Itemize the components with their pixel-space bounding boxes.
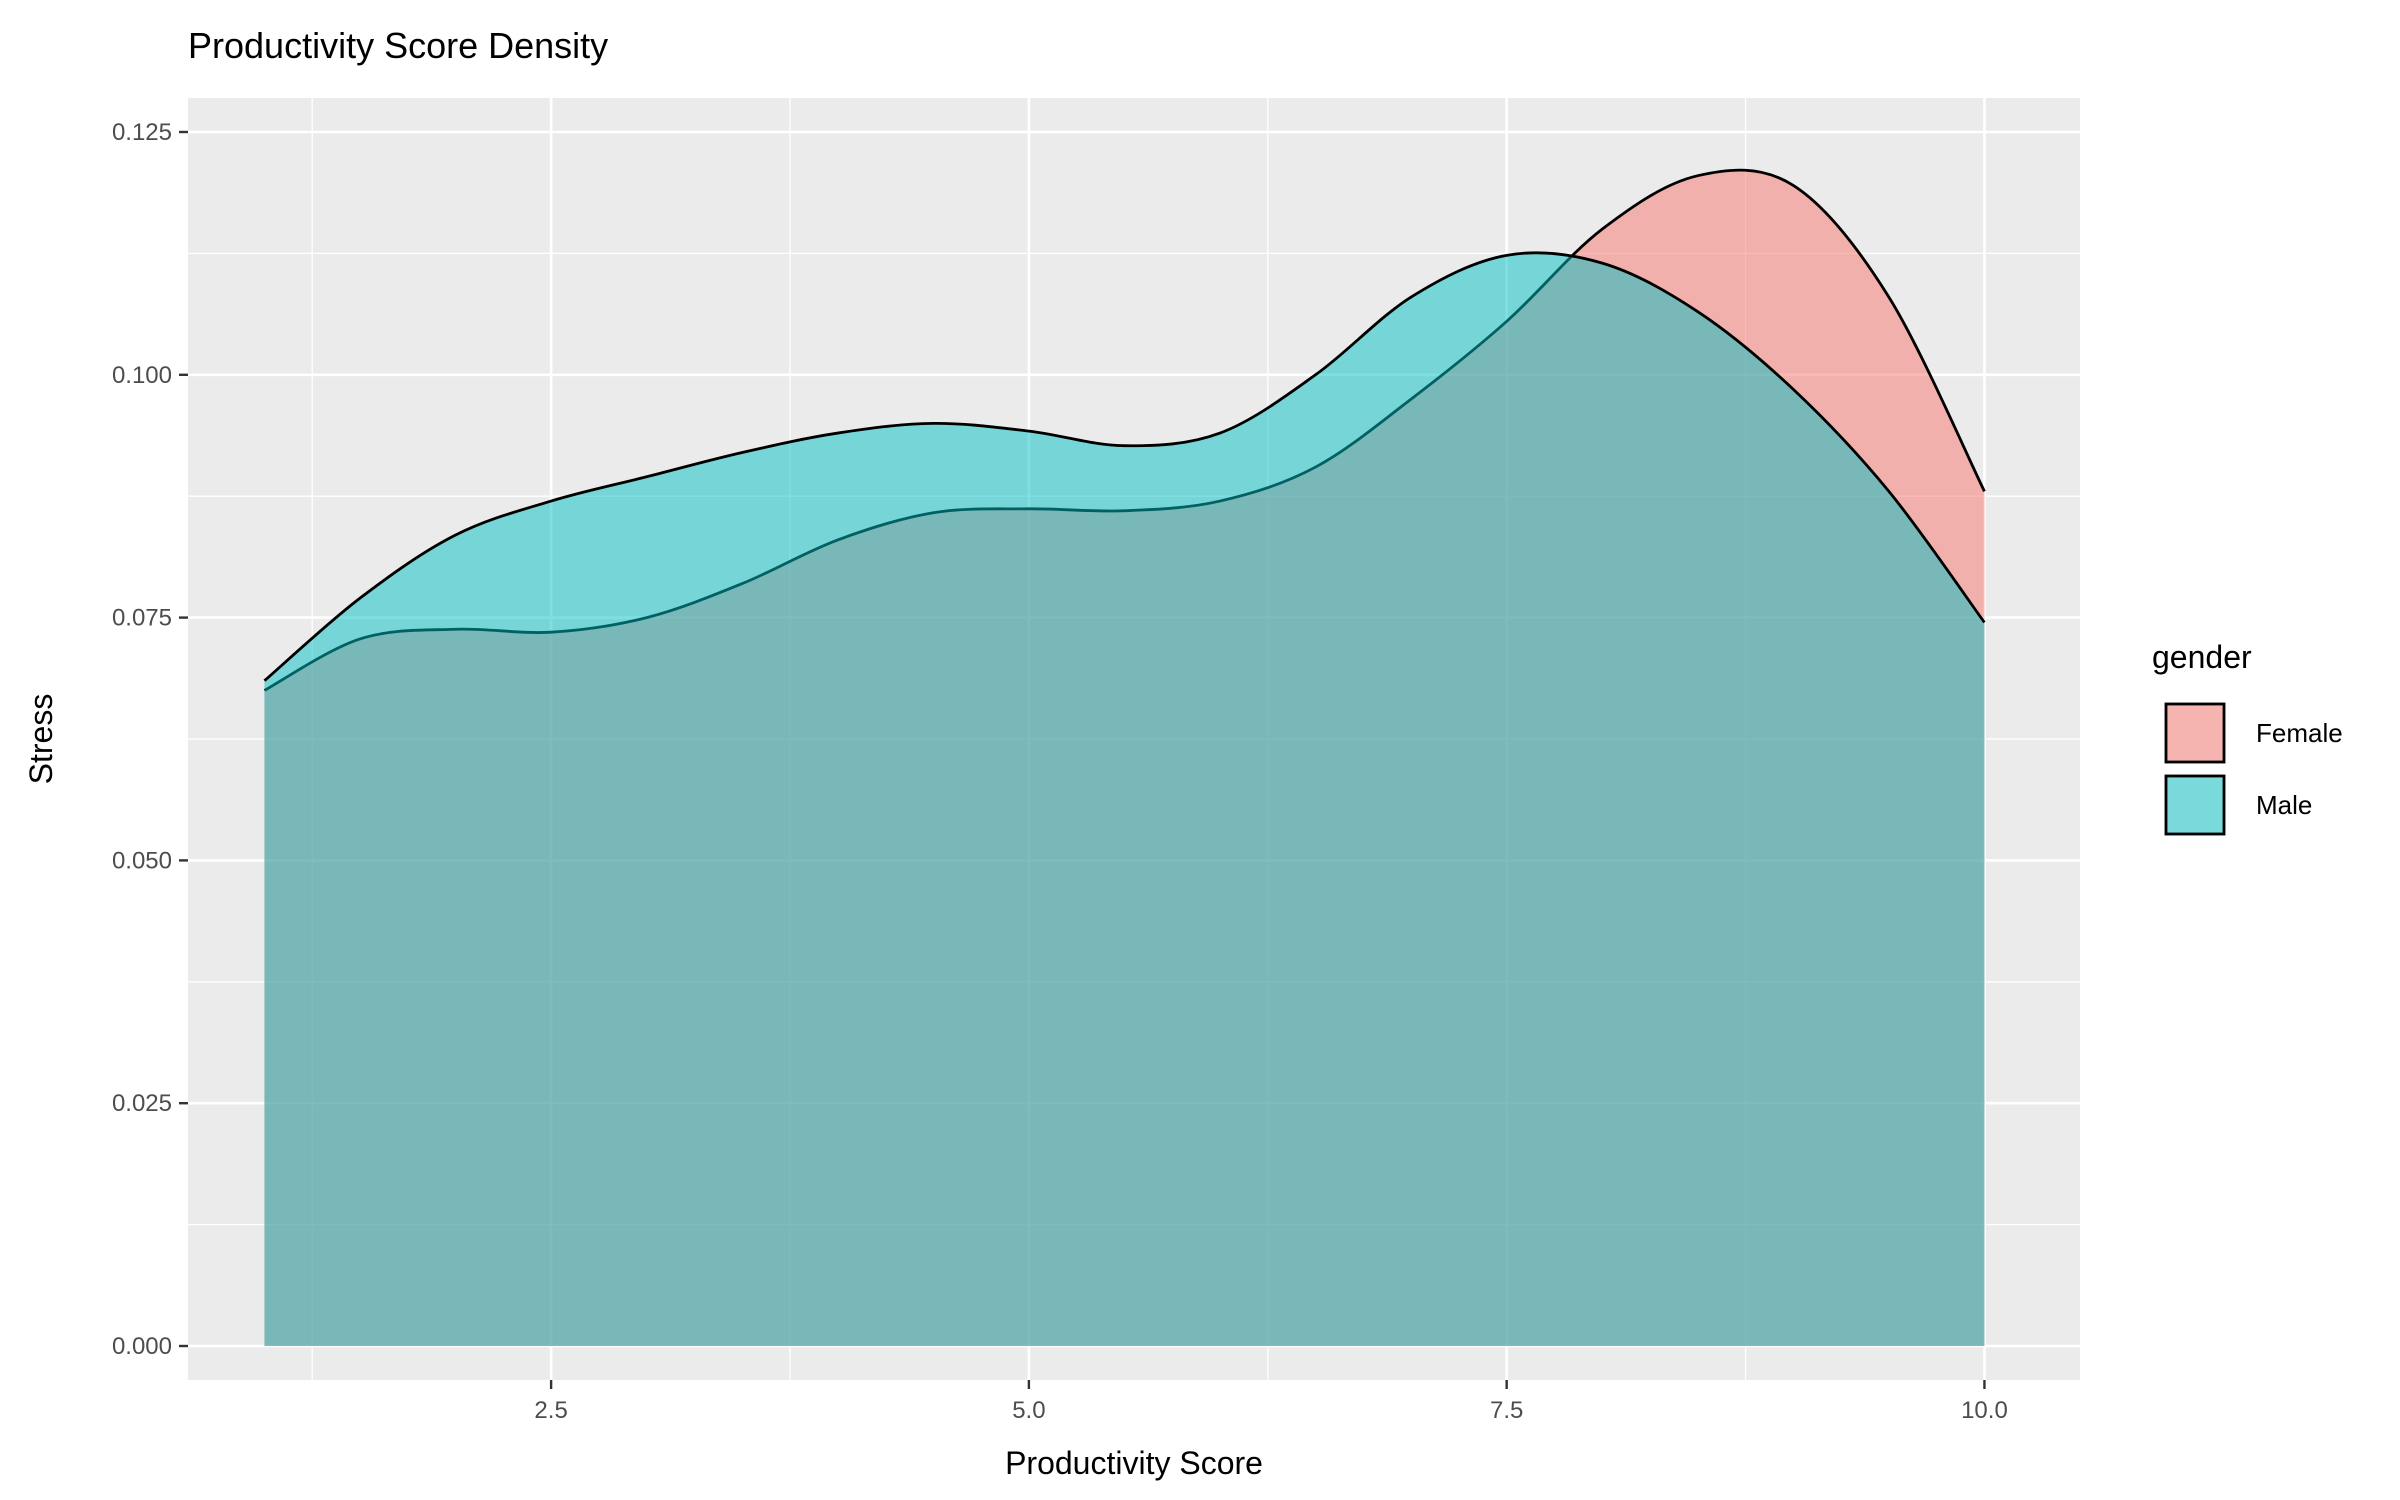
legend-swatch-male <box>2164 774 2226 836</box>
x-tick-label: 7.5 <box>1490 1397 1523 1424</box>
x-axis: 2.5 5.0 7.5 10.0 <box>534 1380 2008 1424</box>
y-tick-label: 0.025 <box>112 1090 172 1117</box>
x-axis-title: Productivity Score <box>1005 1445 1263 1481</box>
legend-label-male: Male <box>2256 790 2312 820</box>
y-tick-label: 0.075 <box>112 605 172 632</box>
legend-swatch-female <box>2164 702 2226 764</box>
x-tick-label: 5.0 <box>1012 1397 1045 1424</box>
legend-label-female: Female <box>2256 718 2343 748</box>
density-line-male <box>263 251 1986 682</box>
chart-title: Productivity Score Density <box>188 25 608 66</box>
y-axis-title: Stress <box>23 694 59 785</box>
y-axis: 0.000 0.025 0.050 0.075 0.100 0.125 <box>112 119 188 1360</box>
y-tick-label: 0.050 <box>112 847 172 874</box>
x-tick-label: 10.0 <box>1961 1397 2008 1424</box>
y-tick-label: 0.000 <box>112 1333 172 1360</box>
legend: gender Female Male <box>2152 639 2343 836</box>
density-area-male <box>264 252 1985 1347</box>
x-tick-label: 2.5 <box>534 1397 567 1424</box>
y-tick-label: 0.125 <box>112 119 172 146</box>
legend-title: gender <box>2152 639 2252 675</box>
y-tick-label: 0.100 <box>112 362 172 389</box>
density-areas <box>263 168 1986 1347</box>
